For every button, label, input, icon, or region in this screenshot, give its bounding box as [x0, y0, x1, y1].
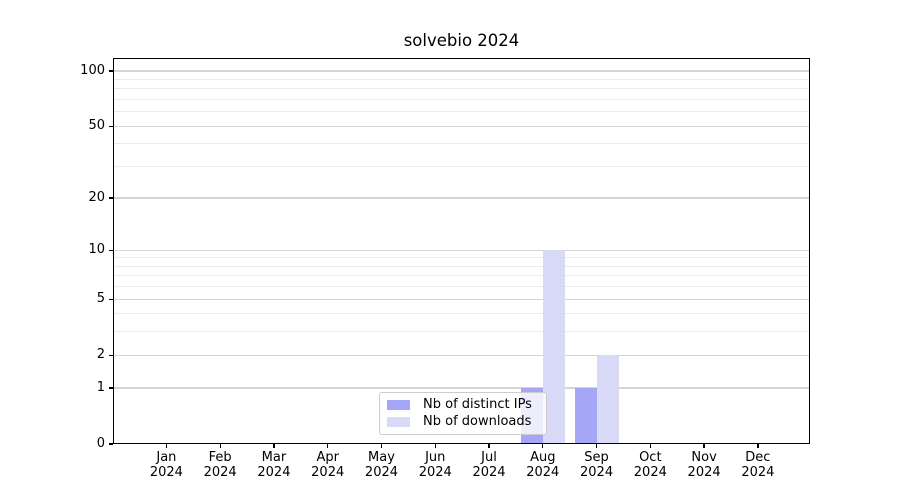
- x-tick-month: Aug: [530, 450, 556, 465]
- x-tick-label: Nov 2024: [672, 450, 736, 480]
- gridline-minor: [113, 88, 810, 90]
- y-tick-label: 20: [88, 189, 105, 205]
- x-tick-month: Jun: [425, 450, 446, 465]
- x-tick-mark: [434, 444, 436, 448]
- gridline-major: [113, 125, 810, 127]
- x-tick-year: 2024: [364, 464, 399, 480]
- gridline-minor: [113, 265, 810, 267]
- y-tick-label: 10: [88, 242, 105, 258]
- x-tick-month: Feb: [208, 450, 232, 465]
- x-tick-year: 2024: [203, 464, 237, 480]
- x-tick-month: May: [368, 450, 395, 465]
- gridline-major: [113, 70, 810, 72]
- bar-sep-downloads: [596, 355, 619, 444]
- gridline-minor: [113, 111, 810, 113]
- gridline-major: [113, 354, 810, 356]
- y-tick-label: 5: [96, 291, 105, 307]
- legend-swatch-distinct-ips: [387, 399, 410, 411]
- chart-title: solvebio 2024: [403, 31, 520, 50]
- gridline-major: [113, 298, 810, 300]
- x-tick-label: Jan 2024: [134, 450, 198, 480]
- x-tick-mark: [165, 444, 168, 448]
- y-tick-mark: [108, 70, 113, 72]
- x-tick-mark: [327, 444, 329, 448]
- y-tick-label: 0: [96, 436, 105, 451]
- x-tick-mark: [649, 444, 651, 448]
- y-tick-mark: [108, 125, 113, 127]
- y-tick-mark: [108, 249, 113, 251]
- x-tick-year: 2024: [418, 464, 452, 480]
- y-tick-mark: [108, 298, 113, 300]
- x-tick-mark: [542, 444, 544, 448]
- legend-item-downloads: Nb of downloads: [387, 415, 539, 429]
- x-tick-month: Mar: [261, 450, 287, 465]
- y-tick-mark: [108, 443, 113, 445]
- legend-item-distinct-ips: Nb of distinct IPs: [387, 398, 539, 412]
- x-tick-month: Nov: [691, 450, 717, 465]
- gridline-minor: [113, 313, 810, 315]
- gridline-minor: [113, 257, 810, 259]
- x-tick-label: Jun 2024: [403, 450, 467, 480]
- y-tick-label: 2: [96, 347, 105, 363]
- x-tick-label: Apr 2024: [296, 450, 360, 480]
- gridline-minor: [113, 78, 810, 80]
- plot-frame: [113, 58, 810, 444]
- gridline-minor: [113, 331, 810, 333]
- y-tick-mark: [108, 197, 113, 199]
- x-tick-label: Aug 2024: [511, 450, 575, 480]
- bar-sep-distinct-ips: [574, 387, 597, 444]
- legend-label-downloads: Nb of downloads: [423, 414, 532, 429]
- y-tick-mark: [108, 387, 113, 389]
- y-tick-label: 100: [80, 63, 105, 78]
- x-tick-mark: [757, 444, 759, 448]
- x-tick-label: Feb 2024: [188, 450, 252, 480]
- gridline-major: [113, 249, 810, 251]
- x-tick-year: 2024: [472, 464, 506, 480]
- gridline-major: [113, 197, 810, 199]
- x-tick-month: Sep: [584, 450, 609, 465]
- x-tick-mark: [380, 444, 383, 448]
- x-tick-year: 2024: [687, 464, 721, 480]
- x-tick-label: Jul 2024: [457, 450, 521, 480]
- plot-area: Nb of distinct IPs Nb of downloads: [113, 58, 810, 444]
- gridline-major: [113, 387, 810, 389]
- x-tick-mark: [273, 444, 275, 448]
- x-tick-mark: [219, 444, 221, 448]
- gridline-minor: [113, 143, 810, 145]
- x-tick-label: Oct 2024: [618, 450, 682, 480]
- x-tick-year: 2024: [311, 464, 345, 480]
- legend-swatch-downloads: [387, 416, 410, 428]
- x-tick-label: May 2024: [349, 450, 413, 480]
- legend: Nb of distinct IPs Nb of downloads: [379, 392, 547, 435]
- gridline-minor: [113, 286, 810, 288]
- x-tick-label: Mar 2024: [242, 450, 306, 480]
- x-tick-month: Jan: [156, 450, 177, 465]
- x-tick-year: 2024: [633, 464, 667, 480]
- x-tick-year: 2024: [741, 464, 775, 480]
- x-tick-year: 2024: [580, 464, 614, 480]
- x-tick-year: 2024: [257, 464, 291, 480]
- x-tick-mark: [595, 444, 598, 448]
- x-tick-year: 2024: [149, 464, 183, 480]
- y-tick-label: 50: [88, 118, 105, 134]
- gridline-minor: [113, 165, 810, 167]
- bar-aug-downloads: [542, 250, 565, 444]
- y-tick-label: 1: [96, 379, 105, 395]
- legend-label-distinct-ips: Nb of distinct IPs: [423, 397, 532, 412]
- y-tick-mark: [108, 354, 113, 356]
- x-tick-month: Apr: [316, 450, 339, 465]
- x-tick-mark: [488, 444, 490, 448]
- x-tick-label: Dec 2024: [726, 450, 790, 480]
- x-tick-month: Oct: [639, 450, 662, 465]
- x-tick-month: Jul: [481, 450, 497, 465]
- x-tick-label: Sep 2024: [565, 450, 629, 480]
- x-tick-month: Dec: [745, 450, 771, 465]
- gridline-minor: [113, 98, 810, 100]
- x-tick-year: 2024: [526, 464, 560, 480]
- gridline-minor: [113, 275, 810, 277]
- x-tick-mark: [703, 444, 705, 448]
